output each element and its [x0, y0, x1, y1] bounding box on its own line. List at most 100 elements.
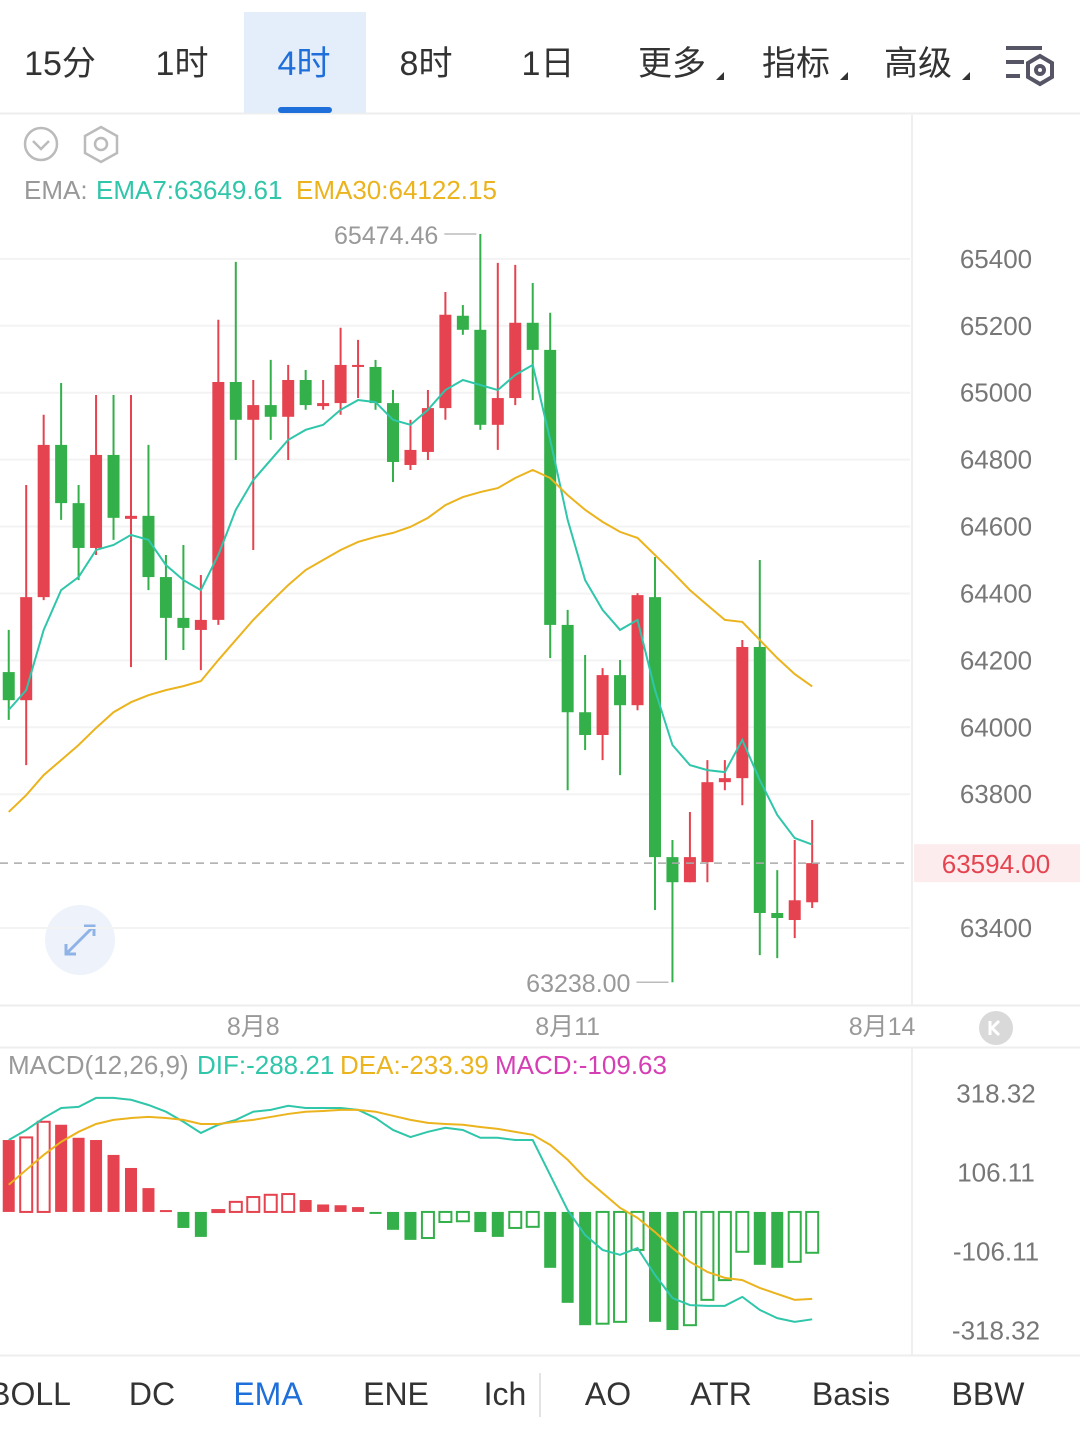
candle-body [2, 672, 15, 701]
legend-entry: DEA:-233.39 [340, 1050, 489, 1080]
x-tick-label: 8月14 [849, 1013, 916, 1041]
candle-body [736, 646, 749, 779]
macd-bar [595, 1210, 610, 1325]
timeframe-tab[interactable]: 更多 [638, 45, 706, 83]
y-tick-label: 65400 [960, 244, 1032, 274]
collapse-icon[interactable] [23, 126, 59, 162]
timeframe-tab[interactable]: 1日 [522, 45, 575, 83]
candle-body [159, 577, 172, 618]
candle-body [352, 364, 365, 367]
candle-body [456, 315, 469, 330]
indicator-tab[interactable]: ATR [690, 1376, 752, 1412]
macd-bar [420, 1210, 435, 1240]
candle-body [596, 675, 609, 735]
macd-bar [55, 1124, 68, 1212]
candle-body [718, 778, 731, 783]
timeframe-tab[interactable]: 15分 [24, 45, 96, 83]
macd-bar [579, 1211, 592, 1326]
macd-bar [107, 1154, 120, 1212]
indicator-tab[interactable]: DC [129, 1376, 175, 1412]
macd-bar [404, 1211, 417, 1240]
candle-body [474, 329, 487, 425]
candle-body [771, 912, 784, 919]
candle-body [683, 857, 696, 883]
dropdown-caret [716, 72, 724, 80]
candle-body [666, 857, 679, 883]
y-tick-label: -318.32 [952, 1316, 1040, 1346]
grid-layer [0, 257, 910, 930]
indicator-tab[interactable]: BBW [952, 1376, 1026, 1412]
macd-bar [648, 1211, 661, 1322]
candle-body [37, 444, 50, 598]
candle-body [212, 382, 225, 620]
macd-bar [72, 1137, 85, 1212]
y-tick-label: 64000 [960, 712, 1032, 742]
candle-body [264, 405, 277, 417]
indicator-tab[interactable]: BOLL [0, 1376, 71, 1412]
macd-bar [142, 1188, 155, 1212]
macd-bar [246, 1196, 261, 1213]
candle-body [544, 349, 557, 625]
macd-bar [491, 1211, 504, 1237]
macd-line [8, 1096, 813, 1323]
candle-body [20, 597, 33, 701]
timeframe-tab[interactable]: 指标 [762, 45, 830, 83]
timeframe-tab[interactable]: 1时 [156, 45, 209, 83]
macd-bar [753, 1211, 766, 1265]
macd-bar [317, 1204, 330, 1212]
y-tick-label: 64200 [960, 645, 1032, 675]
candle-body [526, 322, 539, 350]
candle-body [299, 379, 312, 406]
y-tick-label: 64600 [960, 512, 1032, 542]
timeframe-tab[interactable]: 4时 [278, 45, 331, 83]
macd-bar [771, 1211, 784, 1268]
candle-body [142, 515, 155, 578]
timeframe-tab[interactable]: 8时 [400, 45, 453, 83]
macd-bar [682, 1210, 697, 1327]
candle-body [631, 595, 644, 706]
candle-body [648, 597, 661, 858]
ema-line [8, 468, 813, 813]
macd-bar [735, 1210, 750, 1253]
macd-bar [177, 1211, 190, 1228]
macd-bar [787, 1210, 802, 1263]
timeframe-tab[interactable]: 高级 [884, 45, 952, 83]
high-marker-label: 65474.46 [334, 222, 438, 250]
indicator-tab[interactable]: AO [585, 1376, 631, 1412]
legend-entry: EMA30:64122.15 [296, 175, 497, 205]
macd-bar [124, 1167, 137, 1212]
legend-entry: DIF:-288.21 [197, 1050, 334, 1080]
candle-body [229, 382, 242, 420]
indicator-tab[interactable]: Ich [484, 1376, 527, 1412]
macd-bar [2, 1140, 15, 1212]
candle-body [177, 617, 190, 628]
candle-body [614, 675, 627, 706]
indicator-tab[interactable]: ENE [363, 1376, 429, 1412]
candle-body [509, 322, 522, 399]
macd-bar [299, 1200, 312, 1212]
indicator-tab[interactable]: Basis [812, 1376, 890, 1412]
latest-button[interactable] [979, 1011, 1013, 1045]
macd-bar [474, 1211, 487, 1233]
macd-bar [334, 1205, 347, 1212]
candle-body [282, 379, 295, 417]
y-tick-label: 65200 [960, 311, 1032, 341]
text-layer: 15分 1时 4时 8时 1日 更多 指标 高级 65400 65200 65000 64800 646… [0, 45, 1050, 1412]
candle-body [369, 366, 382, 404]
chart-settings-icon[interactable] [83, 125, 119, 164]
macd-bar [805, 1210, 820, 1254]
candle-body [72, 503, 85, 548]
macd-bar [666, 1211, 679, 1331]
macd-bar [263, 1193, 278, 1213]
settings-icon[interactable] [1006, 46, 1054, 87]
x-tick-label: 8月8 [227, 1013, 280, 1041]
candle-body [579, 712, 592, 735]
macd-bar [544, 1211, 557, 1268]
macd-bar [36, 1120, 51, 1213]
macd-bar [525, 1210, 540, 1228]
indicator-tab[interactable]: EMA [233, 1376, 303, 1412]
y-tick-label: -106.11 [953, 1236, 1039, 1266]
expand-button[interactable] [45, 905, 115, 975]
macd-bar [194, 1211, 207, 1237]
